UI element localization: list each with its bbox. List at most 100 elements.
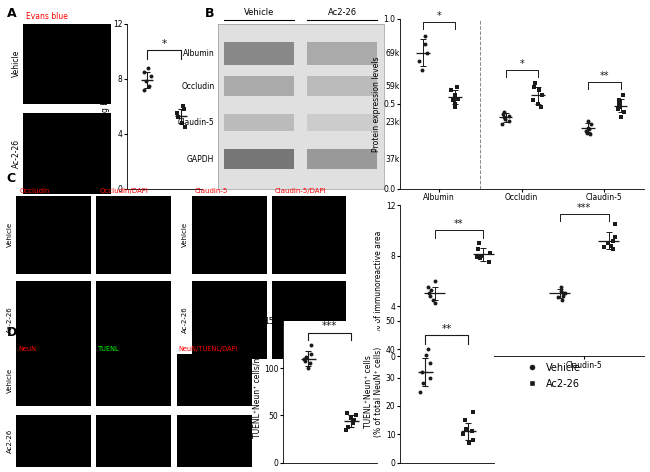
Point [348, 419, 358, 427]
Point [448, 97, 458, 104]
Text: TUENL: TUENL [98, 346, 120, 352]
Text: Vehicle: Vehicle [6, 222, 13, 247]
Text: Claudin-5/DAPI: Claudin-5/DAPI [275, 187, 326, 194]
Text: Vehicle: Vehicle [244, 8, 274, 17]
Text: D: D [6, 326, 17, 339]
Y-axis label: Protein expression levels: Protein expression levels [372, 56, 381, 152]
Text: Claudin-5: Claudin-5 [195, 187, 228, 194]
Text: Vehicle: Vehicle [182, 222, 188, 247]
Text: Albumin: Albumin [183, 49, 214, 58]
Point [422, 49, 432, 57]
Point [139, 68, 150, 76]
Point [533, 100, 543, 108]
Point [615, 103, 625, 111]
Point [458, 430, 469, 438]
Text: Occludin/DAPI: Occludin/DAPI [99, 187, 148, 194]
Point [177, 102, 188, 110]
Point [421, 351, 431, 359]
Text: 37kDa: 37kDa [385, 154, 410, 164]
Point [557, 296, 567, 303]
Point [608, 245, 618, 253]
Point [426, 286, 436, 294]
Point [610, 233, 621, 241]
Point [530, 80, 540, 87]
Y-axis label: TUENL⁺Neun⁺ cells/mm²: TUENL⁺Neun⁺ cells/mm² [252, 345, 261, 438]
Y-axis label: TUENL⁺Neun⁺ cells
(% of total NeuN⁺ cells): TUENL⁺Neun⁺ cells (% of total NeuN⁺ cell… [363, 346, 383, 437]
Point [553, 294, 564, 301]
Point [143, 64, 153, 71]
Point [474, 254, 485, 262]
Point [467, 408, 478, 415]
Point [614, 100, 624, 108]
Point [349, 416, 359, 424]
Text: Vehicle: Vehicle [6, 367, 13, 393]
Point [558, 292, 568, 300]
Text: 23kDa: 23kDa [385, 118, 410, 127]
Point [417, 66, 428, 74]
Point [558, 290, 568, 297]
Point [484, 258, 494, 266]
Point [144, 82, 154, 89]
Y-axis label: % of immunoreactive area: % of immunoreactive area [374, 230, 384, 331]
Point [305, 360, 315, 367]
Point [451, 83, 462, 91]
Point [420, 41, 430, 48]
Point [586, 120, 596, 128]
Text: *: * [436, 11, 441, 21]
Point [616, 114, 627, 121]
Point [429, 277, 439, 285]
Point [499, 114, 510, 121]
Point [461, 425, 471, 432]
Point [534, 86, 544, 94]
Point [500, 115, 510, 123]
Point [580, 127, 591, 135]
Text: A: A [6, 7, 16, 20]
Point [476, 252, 486, 260]
Point [446, 86, 456, 94]
Text: Ac-2-26: Ac-2-26 [6, 306, 13, 333]
Point [172, 113, 183, 121]
Point [606, 242, 617, 249]
Point [424, 290, 435, 297]
Point [464, 439, 474, 447]
Point [473, 239, 484, 247]
Point [582, 129, 592, 136]
Point [172, 110, 183, 117]
Point [346, 414, 357, 422]
Point [618, 92, 628, 99]
Point [599, 243, 609, 251]
Point [528, 97, 539, 104]
Point [536, 103, 547, 111]
Point [146, 72, 156, 80]
Point [603, 239, 614, 247]
Point [613, 105, 623, 113]
Point [180, 123, 190, 131]
Point [177, 119, 187, 126]
Point [343, 423, 353, 430]
Point [583, 126, 593, 133]
Point [618, 109, 629, 116]
Point [430, 300, 440, 307]
Point [529, 83, 539, 91]
Point [300, 357, 311, 364]
Point [415, 388, 426, 396]
Point [498, 110, 508, 118]
Point [418, 379, 428, 387]
Text: Ac2-26: Ac2-26 [6, 429, 13, 454]
Point [422, 283, 433, 291]
Text: 69kDa: 69kDa [385, 49, 410, 58]
Text: **: ** [600, 71, 609, 81]
Text: B: B [205, 7, 214, 20]
Point [452, 95, 463, 102]
Point [499, 109, 509, 116]
Point [583, 117, 593, 125]
Point [424, 360, 435, 367]
Text: ***: *** [322, 321, 337, 331]
Text: NeuN: NeuN [18, 346, 36, 352]
Text: Occludin: Occludin [181, 82, 214, 91]
Point [417, 368, 427, 376]
Text: **: ** [454, 219, 463, 229]
Point [342, 410, 352, 417]
Point [497, 120, 507, 128]
Point [139, 86, 150, 93]
